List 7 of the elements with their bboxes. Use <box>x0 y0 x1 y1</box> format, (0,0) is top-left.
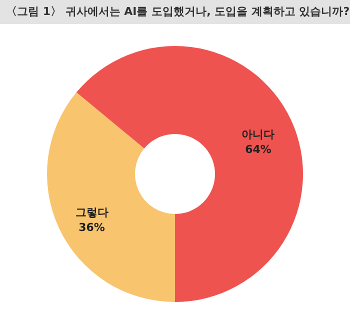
slice-label: 아니다 <box>242 128 275 141</box>
chart-title: 〈그림 1〉 귀사에서는 AI를 도입했거나, 도입을 계획하고 있습니까? <box>0 0 350 24</box>
donut-slice <box>76 46 303 302</box>
data-label: 64% <box>245 142 272 156</box>
slice-label: 그렇다 <box>75 206 108 220</box>
donut-slice <box>47 92 175 302</box>
data-label: 36% <box>78 221 105 234</box>
